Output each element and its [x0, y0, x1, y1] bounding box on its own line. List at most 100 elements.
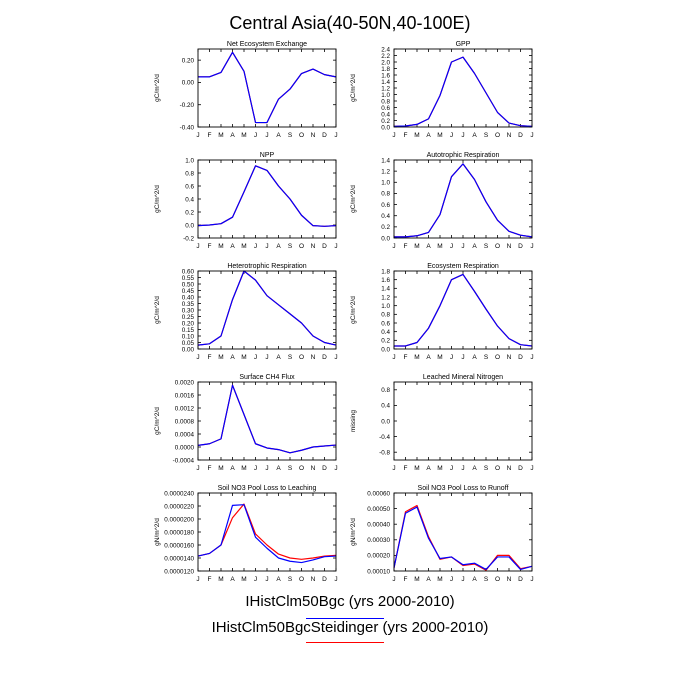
- x-tick-label: J: [254, 354, 257, 361]
- x-tick-label: F: [404, 465, 408, 472]
- x-tick-label: A: [230, 132, 235, 139]
- x-tick-label: F: [208, 465, 212, 472]
- x-tick-label: N: [507, 576, 512, 583]
- y-tick-label: -0.4: [379, 434, 390, 441]
- x-tick-label: A: [426, 576, 431, 583]
- x-tick-label: F: [208, 354, 212, 361]
- y-tick-label: 0.40: [182, 294, 195, 301]
- panel-frame: [197, 270, 337, 350]
- x-tick-label: J: [530, 354, 533, 361]
- y-tick-label: -0.40: [180, 124, 195, 131]
- x-tick-label: J: [334, 576, 337, 583]
- panel-5: Heterotrophic Respiration gC/m^2/d 0.000.0…: [154, 263, 338, 361]
- panel-2: GPP gC/m^2/d 0.00.20.40.60.81.01.21.41.61.…: [350, 41, 534, 139]
- x-tick-label: S: [484, 354, 489, 361]
- x-tick-label: N: [507, 354, 512, 361]
- x-tick-label: M: [241, 465, 246, 472]
- x-tick-label: A: [230, 243, 235, 250]
- x-tick-label: M: [437, 243, 442, 250]
- x-tick-label: J: [392, 132, 395, 139]
- y-axis-label: gC/m^2/d: [154, 185, 161, 213]
- y-axis-label: gN/m^2/d: [154, 518, 161, 546]
- y-tick-label: 0.6: [185, 183, 194, 190]
- x-tick-label: D: [322, 354, 327, 361]
- x-tick-label: D: [518, 465, 523, 472]
- y-tick-label: 0.0: [381, 235, 390, 242]
- y-tick-label: 0.4: [185, 196, 194, 203]
- y-tick-label: 0.0000140: [164, 555, 194, 562]
- x-tick-label: S: [288, 243, 293, 250]
- y-tick-label: 0.0000: [175, 444, 195, 451]
- x-tick-label: J: [196, 132, 199, 139]
- panel-frame: [197, 381, 337, 461]
- x-tick-label: A: [230, 576, 235, 583]
- x-tick-label: O: [495, 576, 500, 583]
- y-tick-label: 0.2: [381, 338, 390, 345]
- panel-frame: [393, 492, 533, 572]
- series-line-IHistClm50Bgc: [394, 163, 533, 238]
- y-tick-label: 0.00: [182, 80, 195, 87]
- y-tick-label: 0.45: [182, 288, 195, 295]
- legend-label-case1: IHistClm50Bgc (yrs 2000-2010): [245, 593, 455, 610]
- y-tick-label: 0.55: [182, 275, 195, 282]
- panel-10: Soil NO3 Pool Loss to Runoff gN/m^2/d 0.00…: [350, 485, 534, 583]
- x-tick-label: J: [265, 354, 268, 361]
- x-tick-label: J: [334, 132, 337, 139]
- y-tick-label: -0.8: [379, 450, 390, 457]
- panel-frame: [197, 159, 337, 239]
- series-line-IHistClm50BgcSteidinger: [394, 273, 533, 347]
- y-tick-label: 0.00060: [367, 490, 390, 497]
- x-tick-label: D: [518, 132, 523, 139]
- panel-title: Heterotrophic Respiration: [227, 263, 306, 270]
- x-tick-label: A: [472, 354, 477, 361]
- series-line-IHistClm50Bgc: [197, 504, 337, 564]
- x-tick-label: M: [414, 243, 419, 250]
- x-tick-label: J: [196, 243, 199, 250]
- y-tick-label: 1.0: [381, 92, 390, 99]
- x-tick-label: M: [437, 465, 442, 472]
- y-tick-label: 1.6: [381, 277, 390, 284]
- x-tick-label: A: [230, 465, 235, 472]
- x-tick-label: S: [288, 465, 293, 472]
- x-tick-label: M: [218, 354, 223, 361]
- x-tick-label: M: [437, 576, 442, 583]
- x-tick-label: N: [507, 243, 512, 250]
- y-tick-label: 0.0: [381, 418, 390, 425]
- x-tick-label: N: [311, 465, 316, 472]
- y-tick-label: 0.0008: [175, 418, 195, 425]
- series-line-IHistClm50BgcSteidinger: [393, 56, 533, 127]
- y-tick-label: 0.50: [182, 281, 195, 288]
- x-tick-label: J: [334, 465, 337, 472]
- x-tick-label: F: [404, 243, 408, 250]
- x-tick-label: A: [426, 132, 431, 139]
- x-tick-label: D: [518, 576, 523, 583]
- x-tick-label: S: [288, 354, 293, 361]
- y-tick-label: 0.2: [185, 209, 194, 216]
- x-tick-label: J: [461, 465, 464, 472]
- y-tick-label: 2.0: [381, 59, 390, 66]
- x-tick-label: A: [426, 243, 431, 250]
- y-tick-label: 0.0004: [175, 431, 195, 438]
- x-tick-label: J: [254, 576, 257, 583]
- y-axis-label: missing: [350, 410, 357, 432]
- x-tick-label: J: [450, 576, 453, 583]
- y-tick-label: 0.0: [381, 124, 390, 131]
- series-line-IHistClm50Bgc: [197, 165, 337, 227]
- x-tick-label: N: [507, 465, 512, 472]
- x-tick-label: M: [414, 576, 419, 583]
- y-tick-label: 1.2: [381, 168, 390, 175]
- y-tick-label: 0.0: [381, 346, 390, 353]
- panel-8: Leached Mineral Nitrogen missing -0.8 -0.4 0…: [350, 374, 534, 472]
- x-tick-label: D: [518, 243, 523, 250]
- x-tick-label: J: [461, 576, 464, 583]
- x-tick-label: S: [484, 132, 489, 139]
- y-tick-label: 0.2: [381, 224, 390, 231]
- y-tick-label: 0.00050: [367, 506, 390, 513]
- panel-frame: [197, 48, 337, 128]
- x-tick-label: N: [507, 132, 512, 139]
- panel-title: Ecosystem Respiration: [427, 263, 499, 270]
- series-line-IHistClm50BgcSteidinger: [198, 51, 337, 124]
- x-tick-label: J: [392, 465, 395, 472]
- x-tick-label: J: [254, 465, 257, 472]
- x-tick-label: A: [230, 354, 235, 361]
